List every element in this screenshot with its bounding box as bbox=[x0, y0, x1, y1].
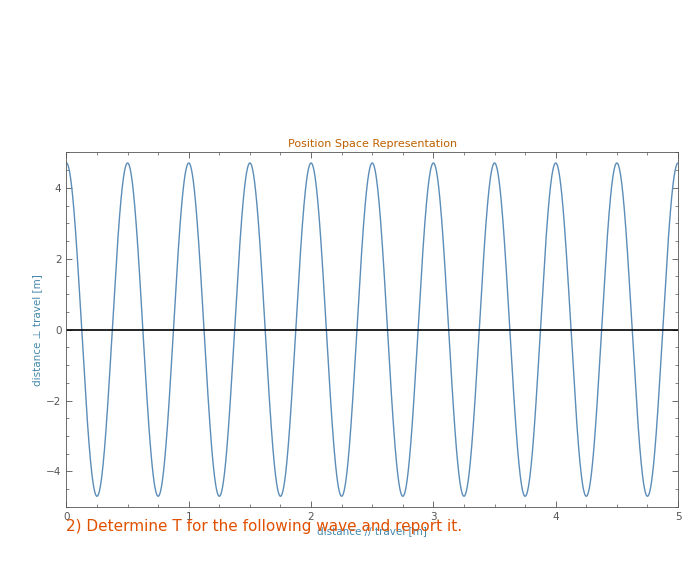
Title: Position Space Representation: Position Space Representation bbox=[288, 139, 456, 149]
X-axis label: distance // travel [m]: distance // travel [m] bbox=[317, 526, 427, 536]
Y-axis label: distance ⊥ travel [m]: distance ⊥ travel [m] bbox=[32, 274, 42, 386]
Text: 2) Determine T for the following wave and report it.: 2) Determine T for the following wave an… bbox=[66, 519, 463, 534]
